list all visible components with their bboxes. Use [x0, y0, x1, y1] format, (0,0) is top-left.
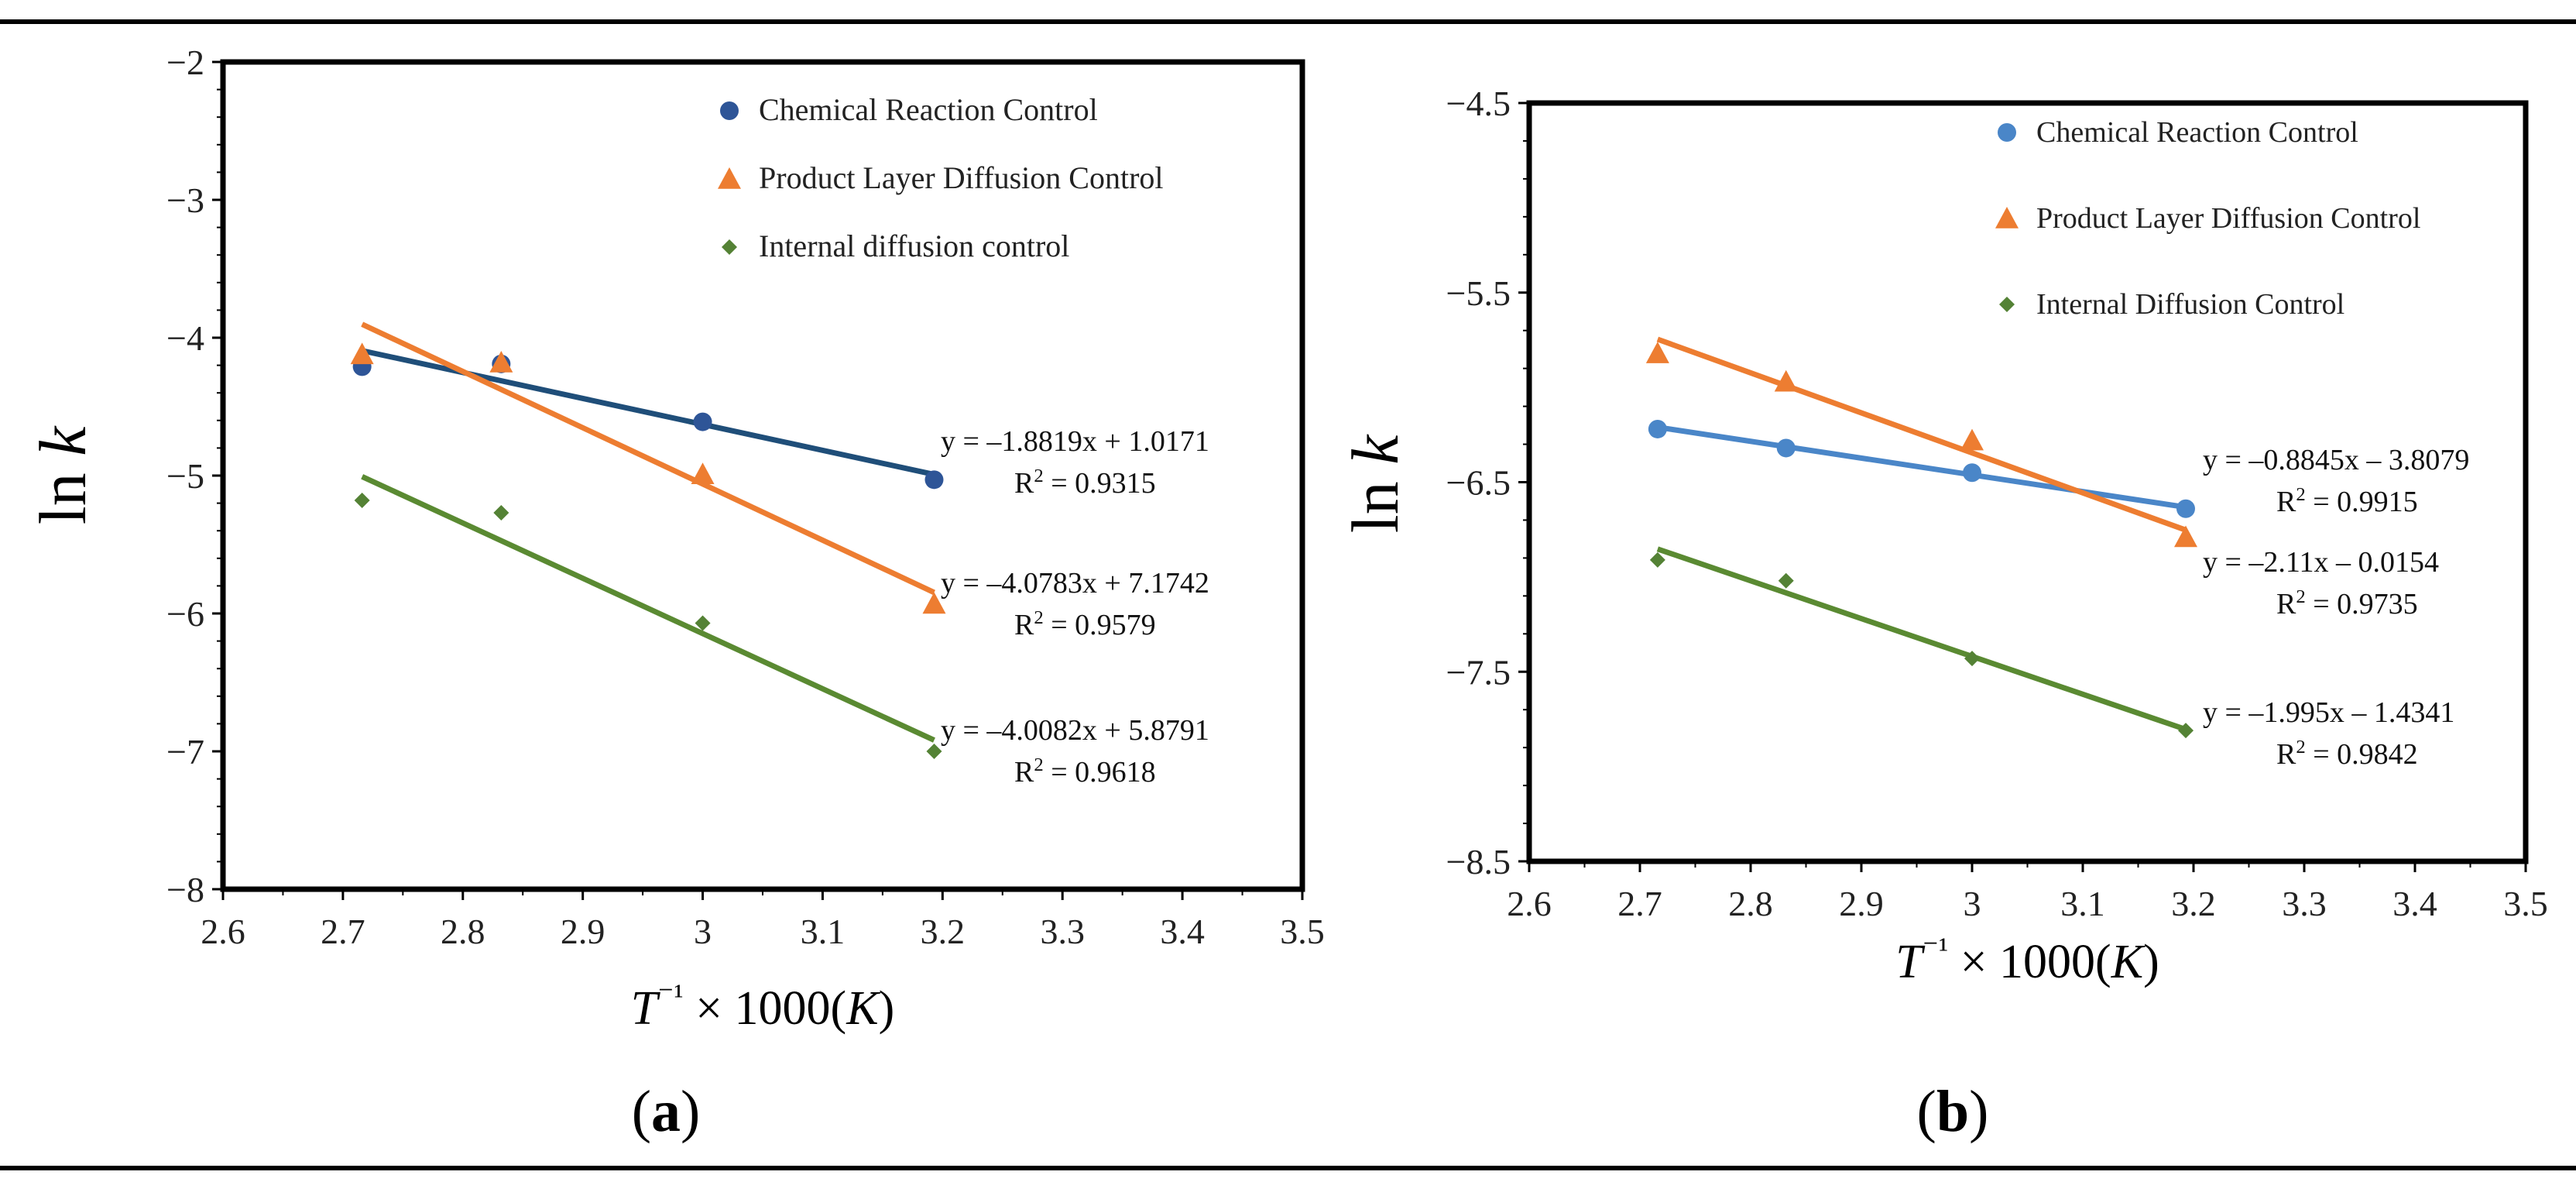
y-tick-label: −5.5 [1446, 273, 1511, 313]
y-tick-label: −7 [166, 732, 204, 771]
data-point [2176, 499, 2195, 518]
y-tick-label: −6.5 [1446, 463, 1511, 503]
x-tick-label: 2.9 [561, 912, 605, 951]
legend-marker [1999, 297, 2015, 312]
trend-line [1657, 424, 2187, 510]
trend-line [1656, 546, 2187, 732]
data-point [2173, 525, 2197, 548]
data-point [1649, 551, 1665, 568]
x-tick-label: 3 [694, 912, 712, 951]
data-point [1964, 651, 1980, 667]
x-tick-label: 3.2 [921, 912, 966, 951]
fit-r-squared: R2 = 0.9915 [2276, 484, 2418, 518]
legend-label: Internal Diffusion Control [2036, 288, 2344, 321]
data-point [1776, 438, 1796, 458]
data-point [1645, 342, 1669, 363]
data-point [1648, 419, 1667, 438]
chart-panel-a: 2.6 2.7 2.8 2.9 3 3.1 3.2 3.3 3.4 3.5 −8 −7 −6 −5 −4 −3… [26, 43, 1325, 1035]
x-tick-label: 2.8 [441, 912, 485, 951]
fit-r-squared: R2 = 0.9618 [1014, 754, 1156, 789]
x-axis-label: T⁻¹ × 1000(K) [631, 978, 894, 1035]
data-point [350, 342, 374, 365]
trend-line [1656, 336, 2187, 533]
fit-equation: y = –2.11x – 0.0154 [2203, 546, 2439, 579]
x-tick-label: 2.6 [1507, 884, 1552, 923]
x-tick-label: 3.5 [2503, 884, 2548, 923]
data-point [691, 462, 715, 484]
y-tick-label: −2 [166, 43, 204, 82]
legend-label: Internal diffusion control [759, 228, 1069, 263]
trend-line [361, 474, 935, 743]
fit-r-squared: R2 = 0.9315 [1014, 466, 1156, 500]
x-tick-label: 3.4 [1160, 912, 1205, 951]
x-tick-label: 2.6 [201, 912, 245, 951]
trend-line [361, 321, 935, 596]
y-tick-label: −5 [166, 456, 204, 496]
fit-equation: y = –4.0082x + 5.8791 [941, 714, 1209, 747]
fit-equation: y = –4.0783x + 7.1742 [941, 567, 1209, 600]
x-tick-label: 3.3 [1040, 912, 1085, 951]
legend-label: Chemical Reaction Control [2036, 116, 2358, 149]
data-point [926, 744, 942, 759]
legend-label: Product Layer Diffusion Control [759, 160, 1164, 195]
y-tick-label: −8 [166, 870, 204, 909]
fit-equation: y = –1.8819x + 1.0171 [941, 425, 1209, 458]
data-point [1774, 369, 1798, 392]
legend-label: Product Layer Diffusion Control [2036, 202, 2420, 235]
data-point [1960, 428, 1984, 451]
data-point [1963, 463, 1981, 483]
x-tick-label: 3 [1964, 884, 1981, 923]
data-point [2177, 723, 2194, 739]
legend-marker [720, 101, 739, 120]
data-point [489, 351, 513, 373]
fit-r-squared: R2 = 0.9579 [1014, 607, 1156, 641]
y-axis-label: ln k [1338, 434, 1412, 533]
legend-marker [718, 167, 741, 189]
fit-r-squared: R2 = 0.9735 [2276, 586, 2418, 620]
x-tick-label: 3.3 [2282, 884, 2327, 923]
y-tick-label: −7.5 [1446, 652, 1511, 692]
x-tick-label: 2.9 [1839, 884, 1884, 923]
y-tick-label: −3 [166, 180, 204, 220]
legend-marker [722, 239, 737, 255]
fit-r-squared: R2 = 0.9842 [2276, 737, 2418, 771]
fit-equation: y = –0.8845x – 3.8079 [2203, 444, 2469, 476]
legend-marker [1998, 123, 2016, 142]
x-tick-label: 3.1 [2060, 884, 2105, 923]
data-point [695, 615, 711, 631]
chart-panel-b: 2.6 2.7 2.8 2.9 3 3.1 3.2 3.3 3.4 3.5 −8.5 −7.5 −6.5… [1338, 84, 2548, 988]
x-tick-label: 2.8 [1728, 884, 1773, 923]
x-tick-label: 3.4 [2392, 884, 2437, 923]
legend-label: Chemical Reaction Control [759, 92, 1098, 127]
data-point [922, 592, 946, 614]
fit-equation: y = –1.995x – 1.4341 [2203, 696, 2454, 729]
x-tick-label: 3.5 [1280, 912, 1325, 951]
legend-marker [1995, 207, 2019, 228]
data-point [354, 493, 370, 509]
y-axis-label: ln k [26, 425, 100, 524]
y-tick-label: −8.5 [1446, 842, 1511, 881]
x-tick-label: 3.1 [801, 912, 846, 951]
data-point [693, 412, 712, 431]
y-tick-label: −4 [166, 318, 204, 358]
x-axis-label: T⁻¹ × 1000(K) [1895, 931, 2159, 988]
x-tick-label: 2.7 [1617, 884, 1662, 923]
x-tick-label: 3.2 [2171, 884, 2216, 923]
panel-label-b: (b) [1917, 1079, 1989, 1144]
y-tick-label: −4.5 [1446, 84, 1511, 123]
data-point [1778, 572, 1794, 589]
panel-label-a: (a) [632, 1079, 701, 1144]
data-point [924, 470, 944, 490]
data-point [493, 505, 509, 521]
x-tick-label: 2.7 [321, 912, 365, 951]
y-tick-label: −6 [166, 594, 204, 634]
